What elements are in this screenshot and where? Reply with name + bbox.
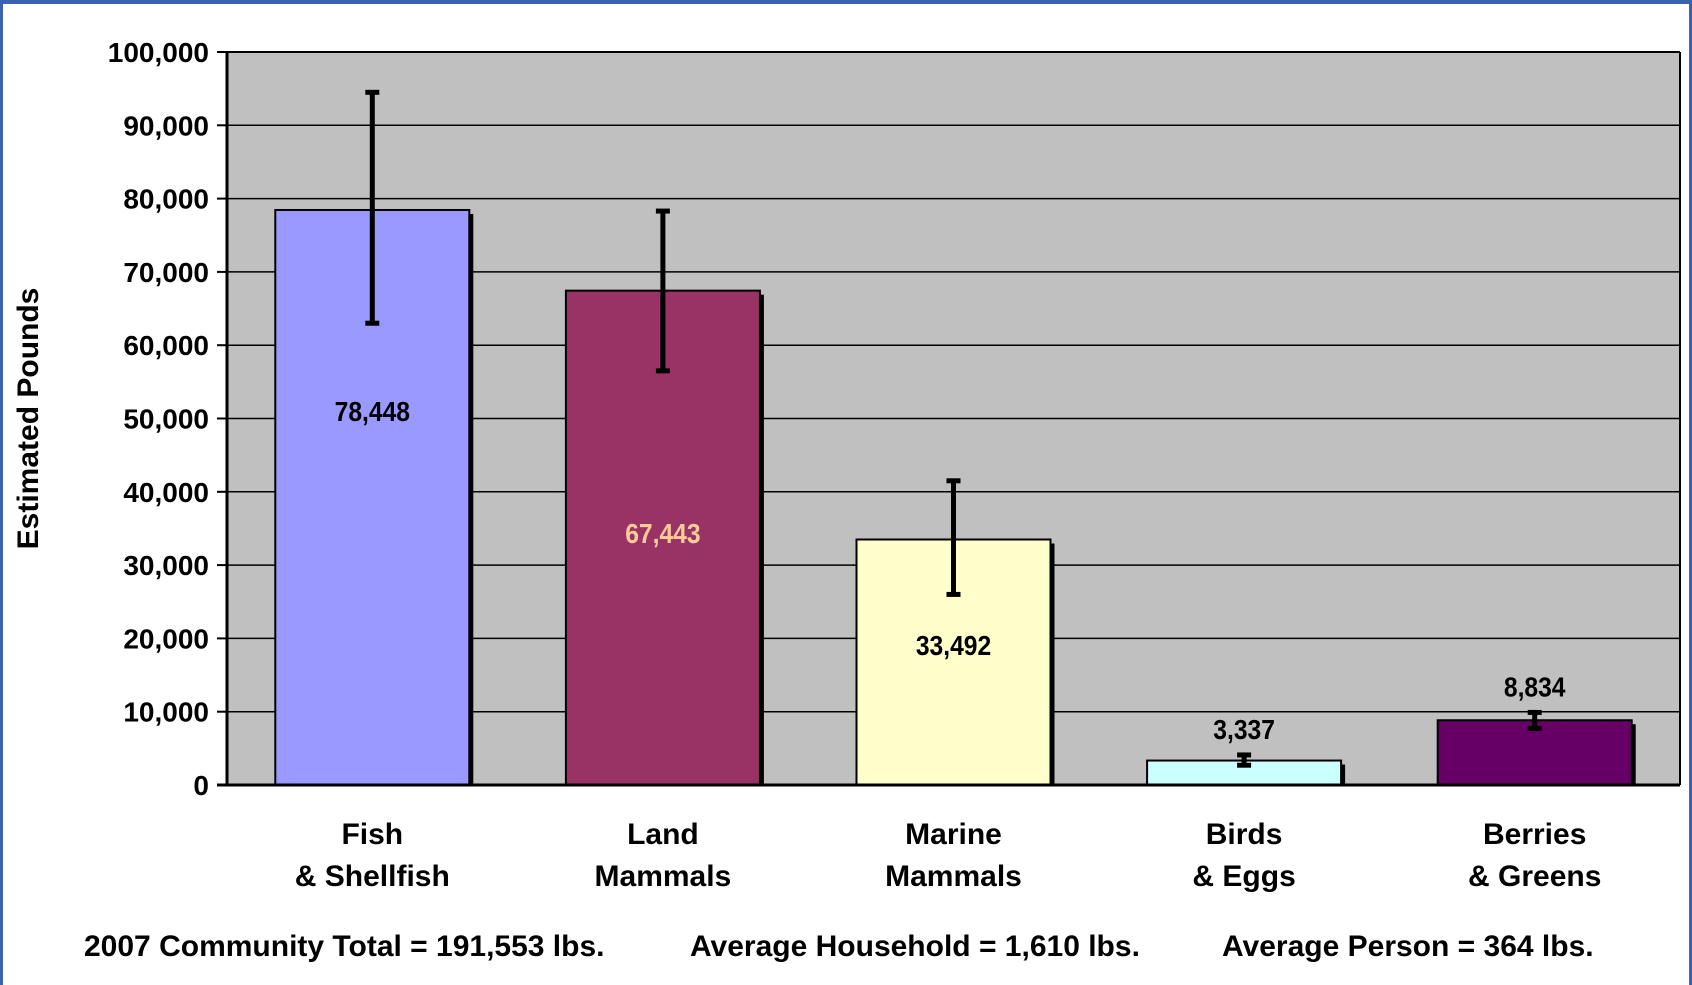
y-tick-label: 100,000 bbox=[108, 37, 209, 68]
x-category-label: Land bbox=[627, 818, 699, 851]
average-person: Average Person = 364 lbs. bbox=[1222, 930, 1594, 963]
y-tick-labels: 0 10,000 20,000 30,000 40,000 50,000 60,000 70,… bbox=[108, 37, 209, 801]
y-tick-label: 50,000 bbox=[123, 404, 209, 435]
community-total: 2007 Community Total = 191,553 lbs. bbox=[84, 930, 605, 963]
error-bar bbox=[655, 208, 670, 374]
y-tick-label: 80,000 bbox=[123, 184, 209, 215]
value-label: 67,443 bbox=[625, 517, 700, 549]
error-bar bbox=[1527, 709, 1542, 732]
x-category-label: & Shellfish bbox=[295, 860, 450, 893]
x-category-label: & Eggs bbox=[1192, 860, 1295, 893]
value-label: 3,337 bbox=[1213, 713, 1275, 745]
error-bars bbox=[365, 89, 1542, 768]
x-category-label: & Greens bbox=[1468, 860, 1601, 893]
value-label: 8,834 bbox=[1504, 671, 1566, 703]
x-category-labels: Fish & Shellfish Land Mammals Marine Mammals B… bbox=[295, 818, 1602, 893]
y-tick-label: 30,000 bbox=[123, 550, 209, 581]
x-category-label: Marine bbox=[905, 818, 1002, 851]
error-bar bbox=[1237, 752, 1252, 768]
value-label: 78,448 bbox=[335, 396, 410, 428]
value-label: 33,492 bbox=[916, 630, 991, 662]
y-tick-label: 40,000 bbox=[123, 477, 209, 508]
x-category-label: Fish bbox=[341, 818, 403, 851]
y-tick-label: 10,000 bbox=[123, 697, 209, 728]
x-category-label: Mammals bbox=[595, 860, 732, 893]
y-axis-label: Estimated Pounds bbox=[12, 288, 45, 550]
y-tick-label: 70,000 bbox=[123, 257, 209, 288]
x-category-label: Mammals bbox=[885, 860, 1022, 893]
average-household: Average Household = 1,610 lbs. bbox=[690, 930, 1140, 963]
y-tick-label: 90,000 bbox=[123, 110, 209, 141]
error-bar bbox=[946, 478, 961, 597]
axes bbox=[217, 51, 1681, 787]
y-tick-label: 0 bbox=[193, 770, 209, 801]
value-labels: 78,448 67,443 33,492 3,337 8,834 bbox=[335, 396, 1566, 746]
y-tick-label: 60,000 bbox=[123, 330, 209, 361]
error-bar bbox=[365, 89, 380, 326]
x-category-label: Birds bbox=[1206, 818, 1283, 851]
x-category-label: Berries bbox=[1483, 818, 1586, 851]
y-tick-label: 20,000 bbox=[123, 623, 209, 654]
